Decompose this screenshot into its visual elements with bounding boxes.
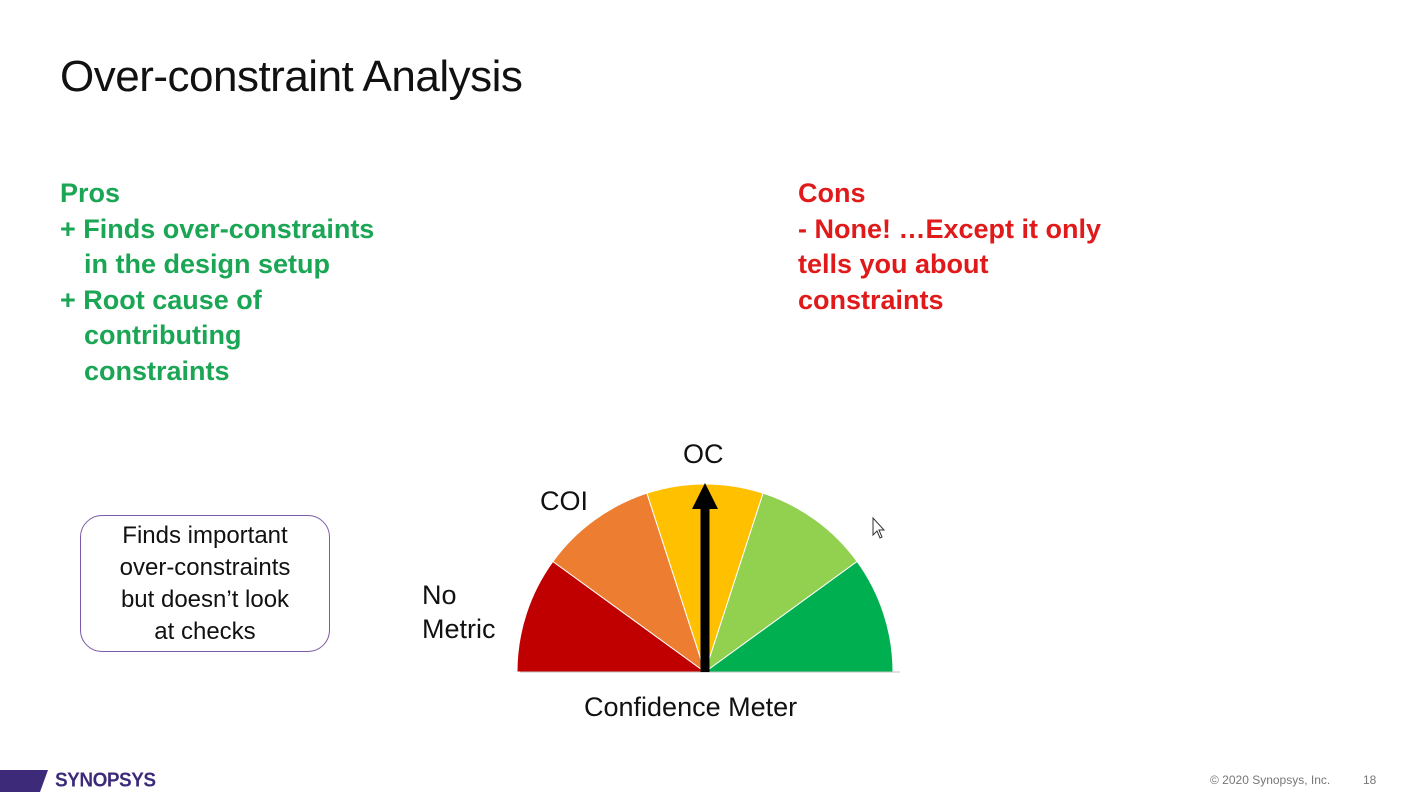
pros-line: + Finds over-constraints (60, 213, 375, 244)
note-line: over-constraints (119, 553, 291, 581)
meter-needle (692, 483, 718, 672)
cons-heading: Cons (798, 178, 866, 208)
needle-arrowhead (692, 483, 718, 509)
note-callout: Finds important over-constraints but doe… (80, 515, 330, 652)
cons-line: tells you about (798, 249, 989, 279)
note-line: at checks (154, 617, 256, 645)
note-line: Finds important (122, 521, 288, 549)
pros-line: + Root cause of (60, 284, 262, 315)
pros-line: constraints (84, 355, 230, 386)
brand-stripe (0, 770, 48, 792)
cons-section: Cons - None! …Except it only tells you a… (798, 176, 1101, 318)
segment-light-green (704, 492, 858, 674)
pros-line: contributing (84, 320, 242, 350)
cons-line: - None! …Except it only (798, 213, 1102, 244)
copyright-text: © 2020 Synopsys, Inc. (1210, 773, 1331, 787)
confidence-meter (516, 483, 900, 674)
segment-red (516, 560, 707, 673)
mouse-cursor-icon (872, 517, 886, 539)
pros-line: in the design setup (84, 249, 331, 279)
note-line: but doesn’t look (120, 585, 290, 613)
meter-label-oc: OC (683, 439, 724, 469)
meter-label-no-metric: No Metric (422, 578, 496, 646)
pros-section: Pros + Finds over-constraints in the des… (60, 176, 374, 389)
page-number: 18 (1363, 773, 1377, 787)
meter-label-coi: COI (540, 486, 589, 516)
meter-label-no-metric-line1: No (422, 580, 457, 610)
meter-caption: Confidence Meter (584, 692, 798, 722)
segment-green (703, 560, 894, 673)
slide-title: Over-constraint Analysis (60, 52, 523, 101)
cons-line: constraints (798, 284, 944, 315)
meter-label-no-metric-line2: Metric (422, 614, 496, 644)
segment-orange (552, 492, 706, 674)
synopsys-logo: SYNOPSYS (55, 769, 156, 792)
pros-heading: Pros (60, 178, 121, 208)
needle-shaft (700, 505, 710, 672)
